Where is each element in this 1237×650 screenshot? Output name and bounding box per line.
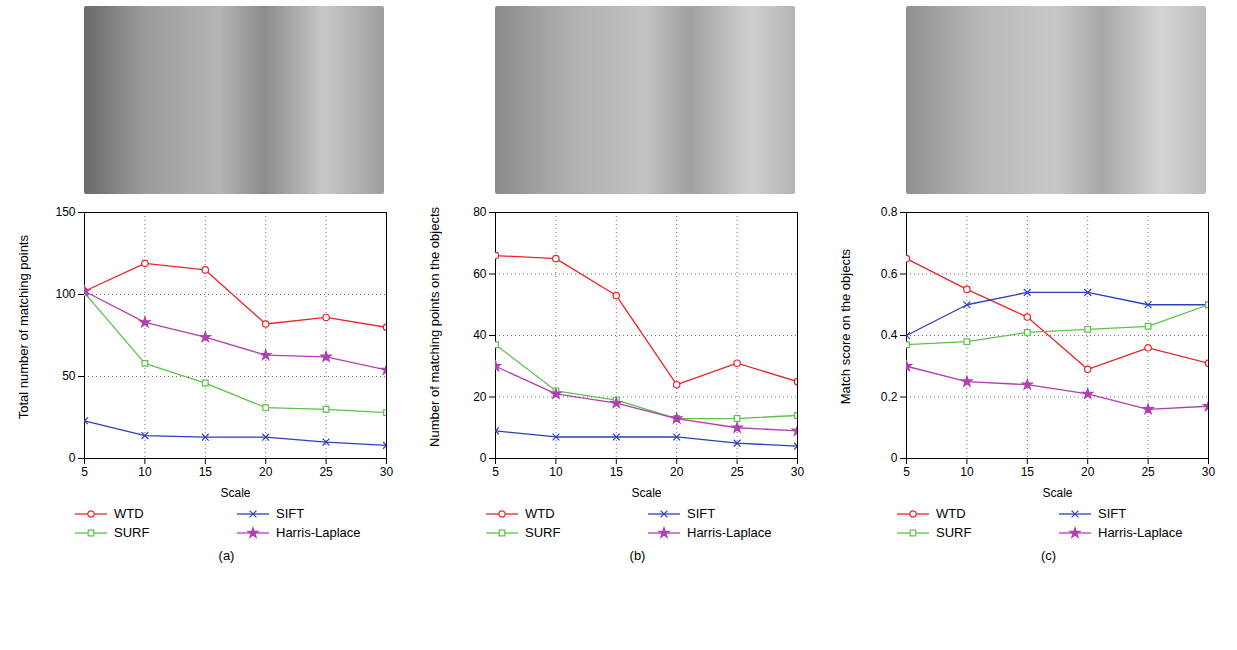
html-text:(c): (c) bbox=[1040, 548, 1057, 563]
svg-text:80: 80 bbox=[473, 205, 487, 219]
svg-text:10: 10 bbox=[138, 465, 152, 479]
html-text:Match score on the objects: Match score on the objects bbox=[837, 249, 853, 405]
svg-text:20: 20 bbox=[259, 465, 273, 479]
svg-text:0.4: 0.4 bbox=[881, 328, 898, 342]
svg-text:10: 10 bbox=[960, 465, 974, 479]
svg-text:Scale: Scale bbox=[220, 486, 250, 500]
svg-text:25: 25 bbox=[1141, 465, 1155, 479]
html-text:Harris-Laplace: Harris-Laplace bbox=[687, 525, 772, 540]
svg-text:0.2: 0.2 bbox=[881, 390, 898, 404]
svg-text:25: 25 bbox=[319, 465, 333, 479]
svg-text:25: 25 bbox=[730, 465, 744, 479]
svg-text:20: 20 bbox=[1081, 465, 1095, 479]
svg-text:100: 100 bbox=[55, 287, 75, 301]
html-text:Number of matching points on t: Number of matching points on the objects bbox=[426, 207, 442, 447]
svg-text:0: 0 bbox=[69, 451, 76, 465]
svg-text:30: 30 bbox=[791, 465, 805, 479]
html-text:WTD: WTD bbox=[525, 506, 555, 521]
svg-text:5: 5 bbox=[81, 465, 88, 479]
html-text:SURF: SURF bbox=[114, 525, 150, 540]
svg-text:5: 5 bbox=[903, 465, 910, 479]
html-text:SIFT: SIFT bbox=[276, 506, 305, 521]
html-text:SURF: SURF bbox=[525, 525, 561, 540]
html-text:(b): (b) bbox=[629, 548, 646, 563]
html-text:WTD: WTD bbox=[114, 506, 144, 521]
svg-text:0.6: 0.6 bbox=[881, 267, 898, 281]
svg-text:0: 0 bbox=[480, 451, 487, 465]
html-text:Harris-Laplace: Harris-Laplace bbox=[276, 525, 361, 540]
html-text:SIFT: SIFT bbox=[687, 506, 716, 521]
svg-text:20: 20 bbox=[670, 465, 684, 479]
svg-text:0.8: 0.8 bbox=[881, 205, 898, 219]
svg-text:5: 5 bbox=[492, 465, 499, 479]
svg-text:Scale: Scale bbox=[631, 486, 661, 500]
svg-text:15: 15 bbox=[1021, 465, 1035, 479]
svg-text:15: 15 bbox=[199, 465, 213, 479]
svg-text:0: 0 bbox=[891, 451, 898, 465]
html-text:WTD: WTD bbox=[936, 506, 966, 521]
svg-text:10: 10 bbox=[549, 465, 563, 479]
svg-text:30: 30 bbox=[1202, 465, 1216, 479]
html-text:SIFT: SIFT bbox=[1098, 506, 1127, 521]
svg-text:Scale: Scale bbox=[1042, 486, 1072, 500]
html-text:SURF: SURF bbox=[936, 525, 972, 540]
svg-text:15: 15 bbox=[610, 465, 624, 479]
svg-text:20: 20 bbox=[473, 390, 487, 404]
html-text:Harris-Laplace: Harris-Laplace bbox=[1098, 525, 1183, 540]
html-text:Total number of matching point: Total number of matching points bbox=[15, 234, 31, 420]
svg-text:150: 150 bbox=[55, 205, 75, 219]
svg-text:30: 30 bbox=[380, 465, 394, 479]
svg-text:50: 50 bbox=[62, 369, 76, 383]
html-text:(a): (a) bbox=[218, 548, 235, 563]
svg-text:60: 60 bbox=[473, 267, 487, 281]
svg-text:40: 40 bbox=[473, 328, 487, 342]
